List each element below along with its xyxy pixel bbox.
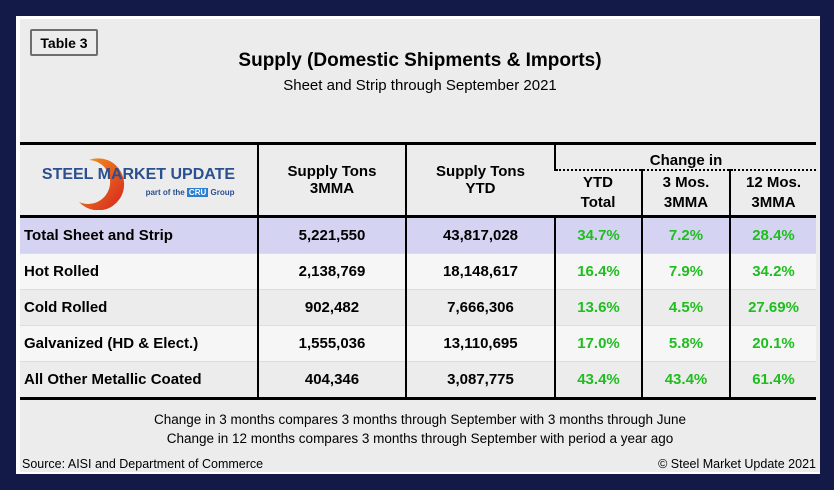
table-row: Cold Rolled 902,482 7,666,306 13.6% 4.5% 27.6… <box>20 289 816 326</box>
header-3mos: 3 Mos. 3MMA <box>641 169 730 217</box>
source: Source: AISI and Department of Commerce <box>22 457 264 471</box>
table-row: Galvanized (HD & Elect.) 1,555,036 13,110,… <box>20 325 816 362</box>
change-ytd: 13.6% <box>554 289 642 326</box>
page-subtitle: Sheet and Strip through September 2021 <box>283 77 557 94</box>
table-row: Total Sheet and Strip 5,221,550 43,817,028… <box>20 216 816 254</box>
tons-3mma: 5,221,550 <box>257 216 406 254</box>
table-row: All Other Metallic Coated 404,346 3,087,77… <box>20 361 816 400</box>
tons-3mma: 902,482 <box>257 289 406 326</box>
cru-mark: CRU <box>186 188 209 197</box>
table-panel: Table 3 Supply (Domestic Shipments & Imp… <box>16 16 820 474</box>
change-12mos: 27.69% <box>729 289 816 326</box>
logo-sub: part of the <box>145 188 185 197</box>
change-12mos: 61.4% <box>729 361 816 400</box>
footnotes: Change in 3 months compares 3 months thr… <box>20 410 820 448</box>
tons-3mma: 2,138,769 <box>257 253 406 290</box>
header-tons-ytd: Supply Tons YTD <box>405 143 555 217</box>
note-3-months: Change in 3 months compares 3 months thr… <box>153 412 687 427</box>
change-ytd: 43.4% <box>554 361 642 400</box>
change-ytd: 34.7% <box>554 216 642 254</box>
change-3mos: 7.2% <box>641 216 730 254</box>
copyright: © Steel Market Update 2021 <box>658 457 816 471</box>
note-12-months: Change in 12 months compares 3 months th… <box>166 431 674 446</box>
change-ytd: 16.4% <box>554 253 642 290</box>
change-12mos: 20.1% <box>729 325 816 362</box>
change-3mos: 7.9% <box>641 253 730 290</box>
change-ytd: 17.0% <box>554 325 642 362</box>
change-3mos: 4.5% <box>641 289 730 326</box>
logo: STEEL MARKET UPDATE part of the CRU Grou… <box>20 144 258 217</box>
header-change-in: Change in <box>554 143 816 170</box>
row-label: All Other Metallic Coated <box>20 361 258 400</box>
table-row: Hot Rolled 2,138,769 18,148,617 16.4% 7.9% 34… <box>20 253 816 290</box>
page-title: Supply (Domestic Shipments & Imports) <box>238 50 602 71</box>
supply-table: STEEL MARKET UPDATE part of the CRU Grou… <box>20 142 816 400</box>
change-3mos: 5.8% <box>641 325 730 362</box>
table-tag: Table 3 <box>30 29 98 56</box>
row-label: Hot Rolled <box>20 253 258 290</box>
change-12mos: 28.4% <box>729 216 816 254</box>
header-ytd-total: YTD Total <box>555 169 642 217</box>
tons-ytd: 43,817,028 <box>405 216 555 254</box>
row-label: Galvanized (HD & Elect.) <box>20 325 258 362</box>
logo-arc-icon <box>78 158 124 210</box>
tons-ytd: 7,666,306 <box>405 289 555 326</box>
tons-ytd: 13,110,695 <box>405 325 555 362</box>
header-tons-3mma: Supply Tons 3MMA <box>257 143 406 217</box>
change-12mos: 34.2% <box>729 253 816 290</box>
header-12mos: 12 Mos. 3MMA <box>729 169 816 217</box>
row-label: Total Sheet and Strip <box>20 216 258 254</box>
tons-ytd: 3,087,775 <box>405 361 555 400</box>
logo-group: Group <box>210 188 235 197</box>
tons-ytd: 18,148,617 <box>405 253 555 290</box>
tons-3mma: 404,346 <box>257 361 406 400</box>
tons-3mma: 1,555,036 <box>257 325 406 362</box>
row-label: Cold Rolled <box>20 289 258 326</box>
logo-text: STEEL MARKET UPDATE <box>41 166 236 183</box>
change-3mos: 43.4% <box>641 361 730 400</box>
